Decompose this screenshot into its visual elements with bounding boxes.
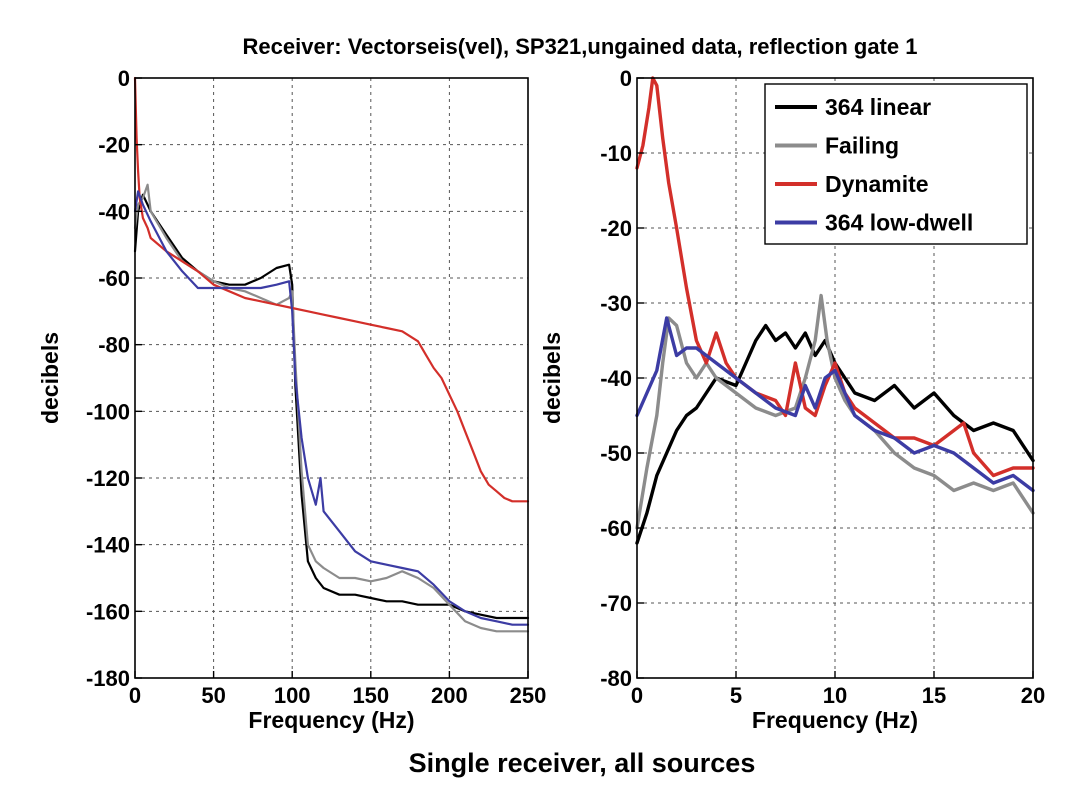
y-axis-label: decibels [539,332,565,424]
legend-label-364-linear: 364 linear [825,94,931,120]
figure-caption: Single receiver, all sources [409,748,756,778]
y-tick-label: -60 [600,516,632,541]
legend-label-failing: Failing [825,133,899,159]
y-tick-label: 0 [620,66,632,91]
series-line-failing [133,183,530,633]
y-tick-label: -20 [98,133,130,158]
legend-label-dynamite: Dynamite [825,171,929,197]
y-tick-label: -70 [600,591,632,616]
x-tick-label: 10 [823,683,847,708]
y-tick-label: -40 [600,366,632,391]
x-tick-label: 250 [510,683,547,708]
series-line-dynamite [133,76,530,503]
legend: 364 linear Failing Dynamite 364 low-dwell [764,83,1028,245]
y-tick-label: -10 [600,141,632,166]
x-tick-label: 50 [201,683,225,708]
figure-title: Receiver: Vectorseis(vel), SP321,ungaine… [243,34,918,59]
y-tick-label: -80 [600,666,632,691]
y-tick-label: -20 [600,216,632,241]
y-tick-label: -160 [86,599,130,624]
series-line-364-linear [635,323,1035,545]
series-line-failing [635,293,1035,530]
y-tick-label: -80 [98,333,130,358]
chart-panel-right: 0 5 10 15 20 -80 -70 -60 -50 -40 -30 -20 -10 0 Frequen… [539,66,1045,733]
x-tick-label: 200 [431,683,468,708]
y-tick-label: -40 [98,199,130,224]
y-tick-label: 0 [118,66,130,91]
y-axis-label: decibels [37,332,63,424]
x-tick-label: 100 [274,683,311,708]
y-tick-label: -100 [86,399,130,424]
x-tick-label: 20 [1021,683,1045,708]
series-line-dynamite [635,76,1035,478]
series-line-364-low-dwell [133,190,530,626]
y-tick-label: -50 [600,441,632,466]
legend-box [764,83,1028,245]
y-tick-label: -60 [98,266,130,291]
x-tick-label: 150 [352,683,389,708]
legend-label-364-low-dwell: 364 low-dwell [825,210,973,236]
x-tick-label: 5 [730,683,742,708]
y-tick-label: -30 [600,291,632,316]
y-tick-label: -180 [86,666,130,691]
x-tick-label: 15 [922,683,946,708]
plot-frame [134,77,529,679]
series-line-364-low-dwell [635,316,1035,493]
x-tick-label: 0 [631,683,643,708]
x-axis-label: Frequency (Hz) [248,707,414,733]
chart-panel-left: 0 50 100 150 200 250 -180 -160 -140 -120 -100 -80 -6… [37,66,546,733]
y-tick-label: -140 [86,533,130,558]
y-tick-label: -120 [86,466,130,491]
x-axis-label: Frequency (Hz) [752,707,918,733]
x-tick-label: 0 [129,683,141,708]
series-line-364-linear [133,193,530,620]
